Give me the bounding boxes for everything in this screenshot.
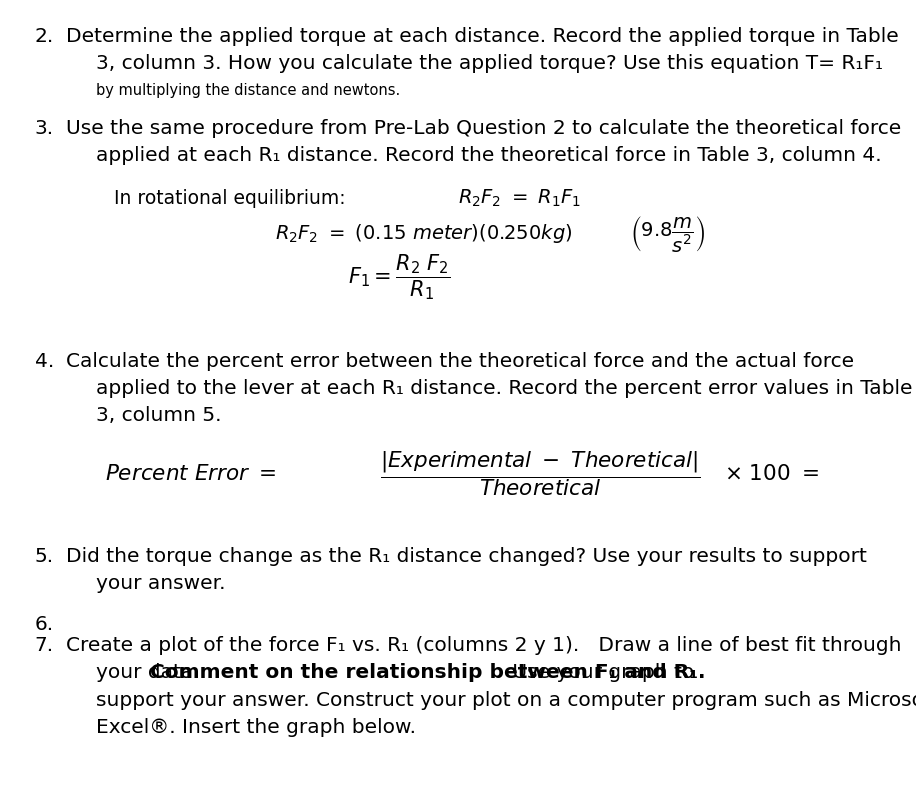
- Text: 3.: 3.: [35, 118, 54, 138]
- Text: support your answer. Construct your plot on a computer program such as Microsoft: support your answer. Construct your plot…: [96, 690, 916, 710]
- Text: 2.: 2.: [35, 26, 54, 46]
- Text: Calculate the percent error between the theoretical force and the actual force: Calculate the percent error between the …: [66, 352, 854, 371]
- Text: 6.: 6.: [35, 614, 54, 634]
- Text: $R_2 F_2\ =\ (0.15\ \mathit{meter})(0.250\mathit{kg})$: $R_2 F_2\ =\ (0.15\ \mathit{meter})(0.25…: [275, 222, 572, 245]
- Text: your answer.: your answer.: [96, 574, 225, 593]
- Text: by multiplying the distance and newtons.: by multiplying the distance and newtons.: [96, 83, 400, 98]
- Text: 3, column 5.: 3, column 5.: [96, 406, 222, 426]
- Text: 3, column 3. How you calculate the applied torque? Use this equation T= R₁F₁: 3, column 3. How you calculate the appli…: [96, 54, 883, 73]
- Text: $\dfrac{|\mathit{Experimental}\ -\ \mathit{Theoretical}|}{\mathit{Theoretical}}$: $\dfrac{|\mathit{Experimental}\ -\ \math…: [380, 450, 701, 498]
- Text: your data.: your data.: [96, 663, 206, 682]
- Text: $\left(9.8\dfrac{m}{s^2}\right)$: $\left(9.8\dfrac{m}{s^2}\right)$: [630, 214, 705, 254]
- Text: applied at each R₁ distance. Record the theoretical force in Table 3, column 4.: applied at each R₁ distance. Record the …: [96, 146, 882, 165]
- Text: Did the torque change as the R₁ distance changed? Use your results to support: Did the torque change as the R₁ distance…: [66, 546, 867, 566]
- Text: $\mathit{Percent\ Error}\ =$: $\mathit{Percent\ Error}\ =$: [105, 463, 277, 483]
- Text: $R_2 F_2\ =\ R_1 F_1$: $R_2 F_2\ =\ R_1 F_1$: [458, 188, 582, 209]
- Text: Use your graph to: Use your graph to: [506, 663, 694, 682]
- Text: 4.: 4.: [35, 352, 54, 371]
- Text: 5.: 5.: [35, 546, 54, 566]
- Text: $F_1 = \dfrac{R_2\ F_2}{R_1}$: $F_1 = \dfrac{R_2\ F_2}{R_1}$: [348, 252, 451, 302]
- Text: Use the same procedure from Pre-Lab Question 2 to calculate the theoretical forc: Use the same procedure from Pre-Lab Ques…: [66, 118, 901, 138]
- Text: 7.: 7.: [35, 636, 54, 655]
- Text: Comment on the relationship between F₁ and R₁.: Comment on the relationship between F₁ a…: [150, 663, 705, 682]
- Text: In rotational equilibrium:: In rotational equilibrium:: [114, 189, 346, 208]
- Text: Determine the applied torque at each distance. Record the applied torque in Tabl: Determine the applied torque at each dis…: [66, 26, 899, 46]
- Text: applied to the lever at each R₁ distance. Record the percent error values in Tab: applied to the lever at each R₁ distance…: [96, 379, 912, 398]
- Text: $\times\ 100\ =$: $\times\ 100\ =$: [724, 463, 819, 483]
- Text: Excel®. Insert the graph below.: Excel®. Insert the graph below.: [96, 718, 416, 737]
- Text: Create a plot of the force F₁ vs. R₁ (columns 2 y 1).   Draw a line of best fit : Create a plot of the force F₁ vs. R₁ (co…: [66, 636, 901, 655]
